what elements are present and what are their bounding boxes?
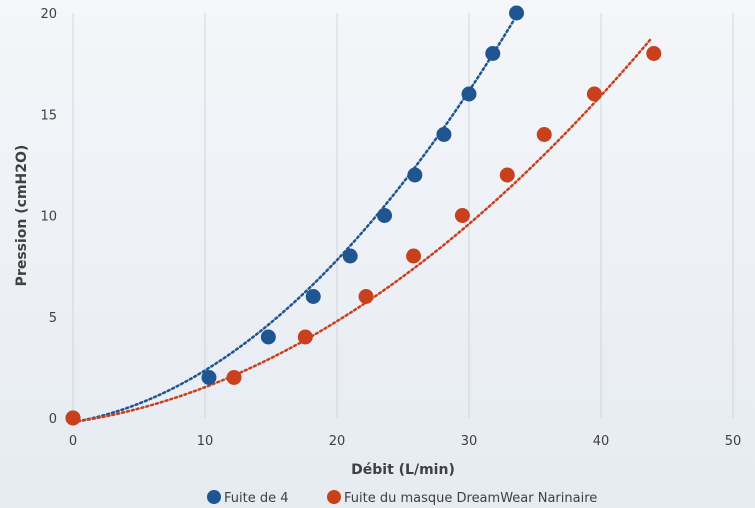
trendline-series-1 (71, 38, 652, 424)
data-point-series-0 (201, 370, 217, 385)
y-tick-label: 0 (49, 412, 57, 427)
data-point-series-1 (499, 167, 515, 183)
x-axis-title: Débit (L/min) (351, 462, 455, 478)
x-tick-label: 30 (461, 434, 478, 449)
tick-labels: 0 10 20 30 40 50 0 5 10 15 20 (40, 7, 741, 449)
data-point-series-0 (377, 208, 393, 223)
y-tick-label: 20 (40, 7, 57, 22)
data-point-series-1 (297, 329, 313, 345)
data-point-series-1 (586, 86, 602, 102)
data-points (65, 5, 662, 426)
x-tick-label: 0 (69, 434, 77, 449)
data-point-series-0 (436, 127, 452, 142)
data-point-series-0 (305, 289, 321, 304)
legend-marker-fuite-de-4 (207, 490, 221, 504)
data-point-series-1 (454, 208, 470, 223)
data-point-series-0 (407, 167, 423, 183)
legend-marker-dreamwear (327, 490, 341, 504)
data-point-series-1 (406, 248, 422, 264)
y-tick-label: 10 (40, 210, 57, 225)
data-point-series-0 (509, 5, 525, 21)
x-tick-label: 20 (329, 434, 346, 449)
legend: Fuite de 4 Fuite du masque DreamWear Nar… (207, 490, 597, 506)
y-axis-title: Pression (cmH2O) (14, 145, 30, 287)
data-point-series-1 (65, 410, 81, 426)
data-point-series-1 (646, 46, 662, 61)
data-point-series-0 (461, 86, 477, 102)
x-tick-label: 40 (593, 434, 610, 449)
gridlines (72, 13, 734, 418)
data-point-series-1 (358, 289, 374, 304)
x-tick-label: 50 (725, 434, 742, 449)
y-tick-label: 15 (40, 108, 57, 123)
legend-label-fuite-de-4: Fuite de 4 (224, 491, 289, 506)
data-point-series-0 (260, 329, 276, 345)
data-point-series-0 (485, 46, 501, 61)
x-tick-label: 10 (197, 434, 214, 449)
legend-label-dreamwear: Fuite du masque DreamWear Narinaire (344, 491, 597, 506)
trendlines (71, 16, 652, 424)
trendline-series-0 (71, 16, 517, 424)
data-point-series-1 (226, 370, 242, 385)
data-point-series-1 (536, 127, 552, 142)
data-point-series-0 (342, 248, 358, 264)
y-tick-label: 5 (49, 311, 57, 326)
